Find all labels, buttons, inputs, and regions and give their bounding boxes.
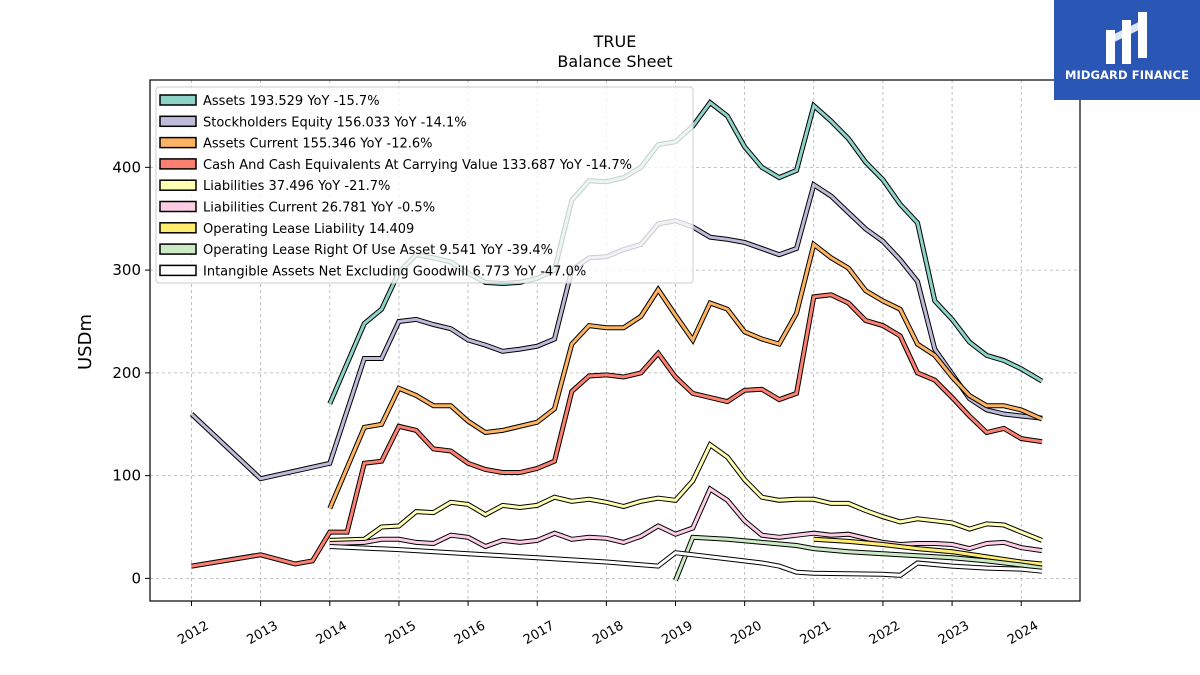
x-tick-label: 2017 bbox=[521, 618, 557, 648]
legend-swatch bbox=[159, 158, 197, 170]
legend-item: Intangible Assets Net Excluding Goodwill… bbox=[159, 264, 586, 279]
legend-item: Operating Lease Liability 14.409 bbox=[159, 222, 414, 237]
legend-swatch bbox=[159, 115, 197, 128]
x-tick-label: 2019 bbox=[659, 618, 695, 648]
series-line bbox=[191, 293, 1043, 568]
x-tick-label: 2018 bbox=[590, 618, 626, 648]
series-line bbox=[328, 241, 1043, 510]
x-tick-label: 2013 bbox=[244, 618, 280, 648]
x-tick-label: 2016 bbox=[452, 618, 488, 648]
chart-title: TRUE bbox=[593, 32, 637, 51]
series-7 bbox=[673, 534, 1043, 582]
legend-swatch bbox=[159, 222, 197, 234]
legend-swatch bbox=[159, 243, 197, 255]
legend-item: Operating Lease Right Of Use Asset 9.541… bbox=[159, 243, 553, 258]
y-axis: 0 100 200 300 400 bbox=[112, 158, 150, 587]
legend-swatch bbox=[159, 264, 197, 277]
chart-title-group: TRUE Balance Sheet bbox=[557, 32, 672, 71]
x-tick-label: 2020 bbox=[728, 618, 764, 648]
legend-item: Assets 193.529 YoY -15.7% bbox=[159, 94, 380, 109]
legend-item: Liabilities 37.496 YoY -21.7% bbox=[159, 179, 390, 194]
legend: Assets 193.529 YoY -15.7% Stockholders Eq… bbox=[155, 86, 694, 284]
legend-item: Stockholders Equity 156.033 YoY -14.1% bbox=[159, 115, 467, 130]
midgard-logo-icon bbox=[1106, 12, 1147, 64]
series-5 bbox=[329, 485, 1043, 554]
y-tick-label: 300 bbox=[112, 261, 141, 279]
x-tick-label: 2021 bbox=[798, 618, 834, 648]
legend-swatch bbox=[159, 200, 197, 213]
series-outline bbox=[329, 441, 1043, 543]
chart-subtitle: Balance Sheet bbox=[557, 52, 672, 71]
series-line bbox=[674, 535, 1043, 581]
legend-label: Liabilities 37.496 YoY -21.7% bbox=[203, 179, 390, 194]
x-tick-label: 2012 bbox=[175, 618, 211, 648]
y-tick-label: 400 bbox=[112, 158, 141, 176]
y-tick-label: 200 bbox=[112, 364, 141, 382]
x-tick-label: 2024 bbox=[1005, 618, 1041, 648]
legend-label: Operating Lease Liability 14.409 bbox=[203, 222, 414, 237]
legend-label: Operating Lease Right Of Use Asset 9.541… bbox=[203, 243, 553, 258]
series-8 bbox=[329, 544, 1043, 578]
legend-label: Liabilities Current 26.781 YoY -0.5% bbox=[203, 201, 435, 216]
legend-label: Stockholders Equity 156.033 YoY -14.1% bbox=[203, 115, 467, 130]
series-6 bbox=[813, 536, 1043, 567]
legend-item: Assets Current 155.346 YoY -12.6% bbox=[159, 136, 433, 152]
legend-box bbox=[155, 86, 694, 284]
legend-swatch bbox=[159, 94, 197, 106]
legend-swatch bbox=[159, 179, 197, 191]
series-line bbox=[329, 486, 1043, 553]
brand-name: MIDGARD FINANCE bbox=[1064, 68, 1190, 82]
legend-label: Assets Current 155.346 YoY -12.6% bbox=[203, 137, 433, 152]
series-outline bbox=[327, 240, 1044, 510]
series-line bbox=[329, 545, 1043, 577]
x-axis: 2012 2013 2014 2015 2016 2017 2018 2019 2020 2021… bbox=[175, 601, 1041, 648]
brand-logo: MIDGARD FINANCE bbox=[1054, 0, 1200, 100]
series-line bbox=[813, 537, 1043, 566]
y-tick-label: 100 bbox=[112, 467, 141, 485]
legend-item: Liabilities Current 26.781 YoY -0.5% bbox=[159, 200, 435, 216]
x-tick-label: 2015 bbox=[383, 618, 419, 648]
x-tick-label: 2022 bbox=[867, 618, 903, 648]
legend-swatch bbox=[159, 136, 197, 149]
x-tick-label: 2014 bbox=[314, 618, 350, 648]
x-tick-label: 2023 bbox=[936, 618, 972, 648]
plot-frame bbox=[149, 79, 1081, 602]
series-line bbox=[329, 442, 1043, 542]
y-tick-label: 0 bbox=[131, 569, 141, 587]
series-3 bbox=[191, 292, 1043, 569]
y-axis-label: USDm bbox=[75, 314, 96, 370]
legend-label: Assets 193.529 YoY -15.7% bbox=[203, 94, 380, 109]
legend-item: Cash And Cash Equivalents At Carrying Va… bbox=[159, 158, 632, 173]
legend-label: Intangible Assets Net Excluding Goodwill… bbox=[203, 264, 586, 279]
series-4 bbox=[329, 441, 1043, 543]
series-2 bbox=[327, 240, 1044, 510]
legend-label: Cash And Cash Equivalents At Carrying Va… bbox=[203, 158, 632, 173]
